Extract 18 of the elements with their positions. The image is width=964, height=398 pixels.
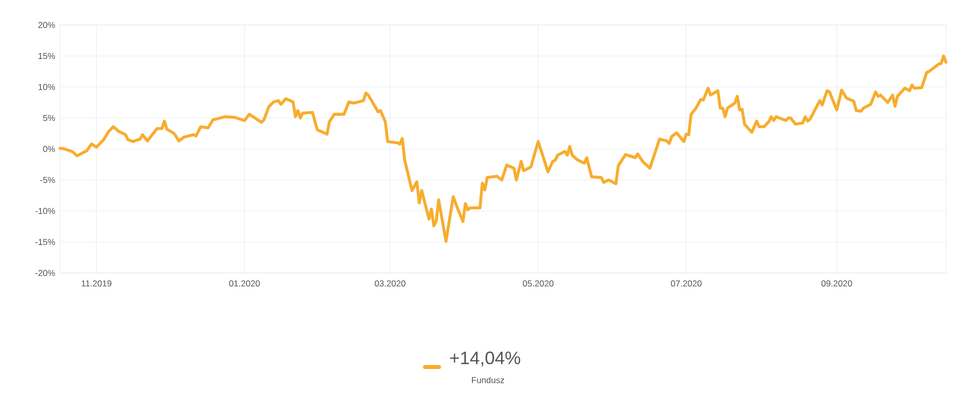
text: +14,04% (450, 352, 520, 366)
x-tick-label: 09.2020 (821, 280, 852, 286)
y-tick-label: 15% (38, 52, 55, 60)
y-tick-label: -10% (35, 208, 55, 214)
x-tick-label: 11.2019 (82, 280, 112, 286)
line-series (58, 54, 948, 243)
y-tick-label: -20% (35, 270, 55, 276)
y-tick-label: 20% (38, 22, 55, 28)
text: Fundusz (472, 376, 504, 384)
y-tick-label: 10% (38, 84, 55, 90)
x-tick-label: 03.2020 (374, 280, 406, 286)
x-tick-label: 07.2020 (670, 280, 702, 286)
y-tick-label: 0% (43, 146, 55, 152)
y-tick-label: -15% (35, 238, 55, 246)
x-tick-label: 05.2020 (522, 280, 554, 286)
x-tick-label: 01.2020 (229, 280, 260, 286)
y-tick-label: -5% (40, 176, 55, 184)
y-tick-label: 5% (43, 114, 55, 122)
